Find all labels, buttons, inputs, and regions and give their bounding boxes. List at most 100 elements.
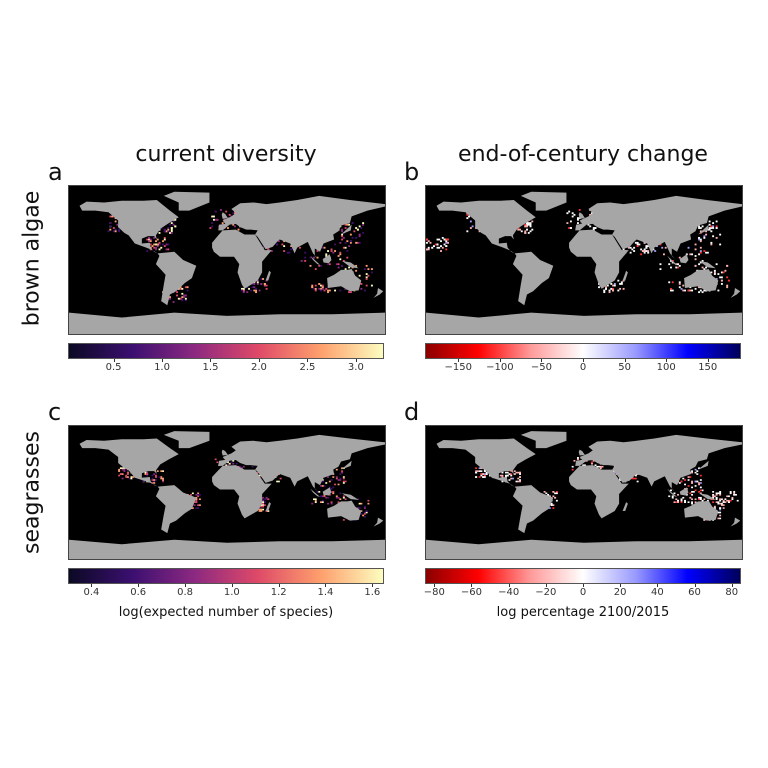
colorbar-tick-mark	[657, 584, 659, 587]
diversity-cell	[265, 279, 268, 282]
diversity-cell	[281, 243, 284, 246]
diversity-cell	[170, 228, 173, 231]
diversity-cell	[696, 480, 699, 483]
diversity-cell	[426, 248, 428, 251]
diversity-cell	[552, 495, 555, 498]
diversity-cell	[260, 510, 263, 512]
colorbar-tick-mark	[666, 359, 668, 362]
diversity-cell	[181, 297, 184, 300]
diversity-cell	[258, 507, 261, 509]
diversity-cell	[696, 470, 699, 472]
landmass-new-guinea	[341, 260, 359, 269]
diversity-cell	[715, 501, 718, 503]
diversity-cell	[346, 250, 349, 252]
diversity-cell	[232, 223, 235, 226]
diversity-cell	[710, 227, 713, 229]
diversity-cell	[634, 474, 637, 477]
diversity-cell	[519, 473, 521, 475]
diversity-cell	[334, 483, 337, 486]
diversity-cell	[363, 268, 366, 271]
diversity-cell	[339, 289, 342, 292]
diversity-cell	[691, 501, 694, 503]
diversity-cell	[355, 269, 358, 272]
landmass-borneo	[679, 254, 689, 264]
diversity-cell	[719, 491, 722, 493]
diversity-cell	[699, 492, 702, 495]
diversity-cell	[685, 493, 688, 496]
diversity-cell	[163, 230, 166, 233]
diversity-cell	[339, 241, 342, 244]
diversity-cell	[153, 243, 156, 246]
diversity-cell	[469, 220, 472, 223]
diversity-cell	[576, 217, 579, 220]
panel-letter-c: c	[48, 398, 62, 426]
diversity-cell	[320, 284, 322, 287]
diversity-cell	[337, 496, 340, 499]
diversity-cell	[719, 243, 722, 246]
diversity-cell	[712, 495, 715, 498]
diversity-cell	[619, 283, 622, 285]
diversity-cell	[483, 470, 486, 472]
diversity-cell	[348, 266, 351, 269]
diversity-cell	[475, 470, 478, 472]
diversity-cell	[156, 470, 159, 472]
diversity-cell	[228, 462, 231, 465]
diversity-cell	[358, 235, 361, 238]
diversity-cell	[712, 222, 715, 224]
diversity-cell	[162, 243, 164, 246]
colorbar-tick-label: 0	[579, 587, 587, 598]
diversity-cell	[736, 499, 739, 502]
diversity-cell	[478, 476, 481, 478]
diversity-cell	[605, 287, 607, 290]
diversity-cell	[339, 492, 342, 495]
colorbar-tick-label: 1.2	[270, 587, 287, 598]
diversity-cell	[344, 227, 347, 229]
diversity-cell	[699, 496, 702, 499]
diversity-cell	[529, 230, 532, 233]
diversity-cell	[587, 223, 590, 226]
diversity-cell	[123, 468, 126, 471]
diversity-cell	[116, 223, 119, 226]
diversity-cell	[701, 291, 704, 294]
diversity-cell	[629, 246, 632, 249]
diversity-cell	[613, 471, 616, 474]
diversity-cell	[426, 241, 428, 244]
landmass-greenland	[520, 191, 567, 211]
diversity-cell	[501, 474, 504, 477]
colorbar-tick-mark	[355, 359, 357, 362]
diversity-cell	[617, 279, 620, 282]
diversity-cell	[694, 255, 697, 257]
colorbar-tick-mark	[624, 359, 626, 362]
diversity-cell	[712, 227, 715, 229]
diversity-cell	[576, 222, 579, 224]
diversity-cell	[260, 504, 263, 506]
diversity-cell	[277, 240, 280, 243]
diversity-cell	[720, 271, 723, 274]
diversity-cell	[169, 297, 171, 300]
diversity-cell	[443, 238, 446, 241]
diversity-cell	[478, 230, 481, 233]
diversity-cell	[596, 465, 599, 468]
diversity-cell	[255, 291, 258, 294]
diversity-cell	[258, 508, 261, 511]
colorbar-tick-label: 1.6	[364, 587, 381, 598]
diversity-cell	[689, 492, 692, 495]
diversity-cell	[475, 467, 478, 470]
colorbar-d	[425, 568, 741, 584]
diversity-cell	[123, 467, 126, 470]
diversity-cell	[309, 264, 312, 267]
world-map-d	[426, 431, 742, 559]
diversity-cell	[513, 473, 516, 475]
diversity-cell	[314, 498, 317, 501]
landmass-madagascar	[622, 502, 628, 511]
diversity-cell	[348, 223, 351, 226]
diversity-cell	[440, 240, 442, 243]
diversity-cell	[337, 479, 340, 481]
diversity-cell	[715, 498, 718, 501]
diversity-cell	[146, 250, 149, 252]
diversity-cell	[510, 473, 513, 475]
diversity-cell	[733, 492, 736, 495]
landmass-africa	[569, 229, 629, 289]
landmass-antarctica	[69, 539, 385, 559]
diversity-cell	[545, 492, 548, 495]
